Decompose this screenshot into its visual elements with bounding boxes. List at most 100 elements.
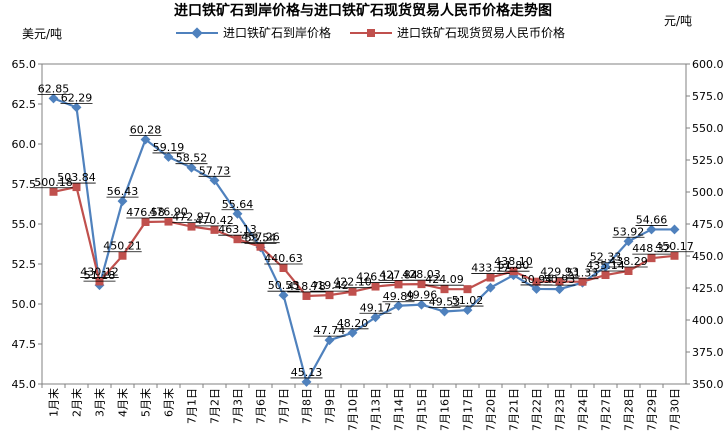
data-label-rmb: 457.26 [241,231,280,244]
data-point-rmb [532,277,541,286]
data-point-cif [439,306,450,317]
x-tick-label: 7月22日 [531,388,544,431]
left-tick-label: 50.0 [12,298,37,311]
data-point-rmb [670,251,679,260]
data-label-rmb: 419.42 [310,279,349,292]
data-point-rmb [187,222,196,231]
x-tick-label: 7月21日 [508,388,521,431]
data-point-rmb [302,291,311,300]
x-tick-label: 4月末 [116,388,130,417]
x-tick-label: 7月15日 [416,388,429,431]
x-tick-label: 7月14日 [393,388,406,431]
x-tick-label: 7月16日 [439,388,452,431]
plot-area-border [41,63,687,385]
data-point-cif [324,335,335,346]
data-label-rmb: 476.90 [149,206,188,219]
data-point-cif [416,299,427,310]
data-label-rmb: 428.03 [402,268,441,281]
data-label-cif: 45.13 [291,366,323,379]
data-label-cif: 62.29 [61,91,93,104]
data-point-cif [232,208,243,219]
data-label-rmb: 427.84 [379,268,418,281]
data-point-cif [209,175,220,186]
data-point-cif [370,312,381,323]
data-label-cif: 55.64 [222,198,254,211]
data-label-cif: 60.28 [130,124,162,137]
data-point-cif [600,261,611,272]
legend-item-cif: 进口铁矿石到岸价格 [176,25,331,40]
data-point-rmb [118,251,127,260]
x-tick-label: 7月27日 [600,388,613,431]
x-tick-label: 1月末 [47,388,61,417]
right-tick-label: 350.0 [692,378,724,391]
data-point-rmb [624,266,633,275]
x-tick-label: 7月8日 [301,388,314,424]
data-point-rmb [394,280,403,289]
data-label-cif: 52.33 [590,251,622,264]
data-point-rmb [210,225,219,234]
data-label-cif: 53.92 [613,225,645,238]
data-label-rmb: 424.09 [425,273,464,286]
x-tick-label: 7月2日 [209,388,222,424]
data-label-rmb: 472.97 [172,211,211,224]
data-label-cif: 49.96 [406,289,438,302]
data-point-rmb [440,285,449,294]
x-tick-label: 7月23日 [554,388,567,431]
data-label-rmb: 433.17 [471,262,510,275]
data-label-cif: 48.20 [337,317,369,330]
data-label-rmb: 503.84 [57,171,96,184]
x-tick-label: 7月24日 [577,388,590,431]
data-label-cif: 54.66 [636,213,668,226]
data-point-cif [485,282,496,293]
data-point-cif [462,305,473,316]
x-tick-label: 3月末 [93,388,107,417]
x-tick-label: 7月30日 [669,388,682,431]
data-label-cif: 58.52 [176,152,208,165]
data-point-cif [301,376,312,387]
data-point-cif [48,93,59,104]
data-point-rmb [555,277,564,286]
x-tick-label: 7月3日 [232,388,245,424]
left-tick-label: 52.5 [12,258,37,271]
data-label-cif: 49.17 [360,301,392,314]
data-label-rmb: 418.78 [287,280,326,293]
data-label-cif: 57.73 [199,164,231,177]
x-tick-label: 7月7日 [278,388,291,424]
data-point-cif [554,284,565,295]
x-tick-label: 7月10日 [347,388,360,431]
x-tick-label: 2月末 [70,388,84,417]
data-label-rmb: 438.10 [494,255,533,268]
data-label-rmb: 438.29 [609,255,648,268]
data-label-rmb: 463.13 [218,223,257,236]
data-point-rmb [371,282,380,291]
data-point-rmb [141,217,150,226]
x-tick-label: 6月末 [162,388,176,417]
x-tick-label: 7月13日 [370,388,383,431]
left-tick-label: 47.5 [12,338,37,351]
x-tick-label: 7月9日 [324,388,337,424]
data-label-cif: 51.02 [452,294,484,307]
data-point-cif [117,196,128,207]
data-point-rmb [72,183,81,192]
data-label-cif: 50.94 [521,273,553,286]
series-line-rmb [53,185,675,298]
data-label-cif: 51.18 [84,269,116,282]
right-tick-label: 500.0 [692,186,724,199]
data-label-cif: 50.93 [544,273,576,286]
data-point-cif [278,290,289,301]
data-point-cif [163,152,174,162]
left-tick-label: 62.5 [12,98,37,111]
axes: 45.0 47.5 50.0 52.5 55.0 57.5 60.0 62.5 65.0 350.… [12,58,724,431]
left-tick-label: 57.5 [12,178,37,191]
right-axis-unit: 元/吨 [664,14,692,28]
data-label-cif: 51.80 [498,259,530,272]
data-label-rmb: 450.17 [655,240,694,253]
x-tick-label: 7月29日 [646,388,659,431]
data-point-rmb [486,273,495,282]
data-label-rmb: 422.10 [333,276,372,289]
data-label-cif: 56.43 [107,185,139,198]
legend-label-cif: 进口铁矿石到岸价格 [223,25,331,40]
data-label-cif: 51.33 [567,267,599,280]
data-point-rmb [601,271,610,280]
data-point-rmb [348,287,357,296]
